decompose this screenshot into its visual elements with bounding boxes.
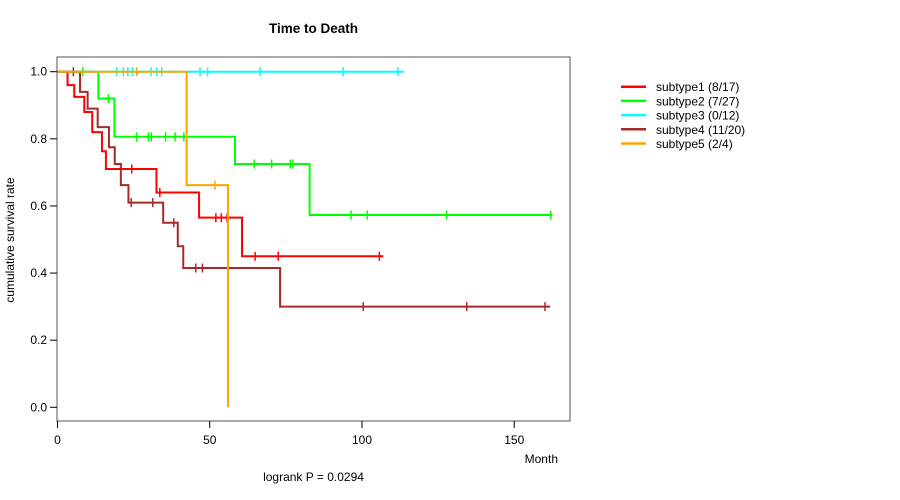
chart-title: Time to Death [269, 21, 358, 36]
x-tick-label: 150 [504, 433, 524, 447]
x-tick-label: 100 [352, 433, 372, 447]
censor-marks-subtype4 [72, 67, 546, 312]
legend-item-subtype5: subtype5 (2/4) [621, 137, 733, 151]
y-tick-label: 0.8 [30, 132, 47, 146]
x-axis-label: Month [525, 452, 558, 466]
plot-frame [56, 56, 571, 422]
y-tick-label: 0.4 [30, 266, 47, 280]
legend-item-subtype3: subtype3 (0/12) [621, 109, 739, 123]
plot-content-layer: 0.0 0.2 0.4 0.6 0.8 1.0 0 50 100 150 subtype1 (8/1… [30, 65, 745, 447]
curve-subtype2 [57, 70, 553, 217]
logrank-p-footnote: logrank P = 0.0294 [263, 470, 364, 484]
legend-item-subtype4: subtype4 (11/20) [621, 123, 745, 137]
x-tick-label: 50 [203, 433, 217, 447]
legend-item-subtype1: subtype1 (8/17) [621, 80, 739, 94]
censor-marks-subtype2 [82, 67, 552, 220]
legend-label-subtype4: subtype4 (11/20) [656, 123, 745, 137]
legend-label-subtype1: subtype1 (8/17) [656, 80, 739, 94]
y-tick-label: 1.0 [30, 65, 47, 79]
legend-label-subtype2: subtype2 (7/27) [656, 94, 739, 108]
y-axis-label: cumulative survival rate [3, 177, 17, 303]
curve-subtype5 [57, 70, 230, 408]
legend-label-subtype3: subtype3 (0/12) [656, 109, 739, 123]
censor-marks-subtype3 [115, 67, 399, 77]
legend-label-subtype5: subtype5 (2/4) [656, 137, 733, 151]
censor-marks-subtype5 [135, 67, 216, 190]
censor-marks-subtype1 [131, 164, 381, 261]
legend-item-subtype2: subtype2 (7/27) [621, 94, 739, 108]
x-tick-label: 0 [54, 433, 61, 447]
curve-subtype1 [57, 70, 384, 258]
y-tick-label: 0.0 [30, 400, 47, 414]
curve-subtype4 [57, 70, 551, 308]
y-tick-label: 0.6 [30, 199, 47, 213]
y-tick-label: 0.2 [30, 333, 47, 347]
